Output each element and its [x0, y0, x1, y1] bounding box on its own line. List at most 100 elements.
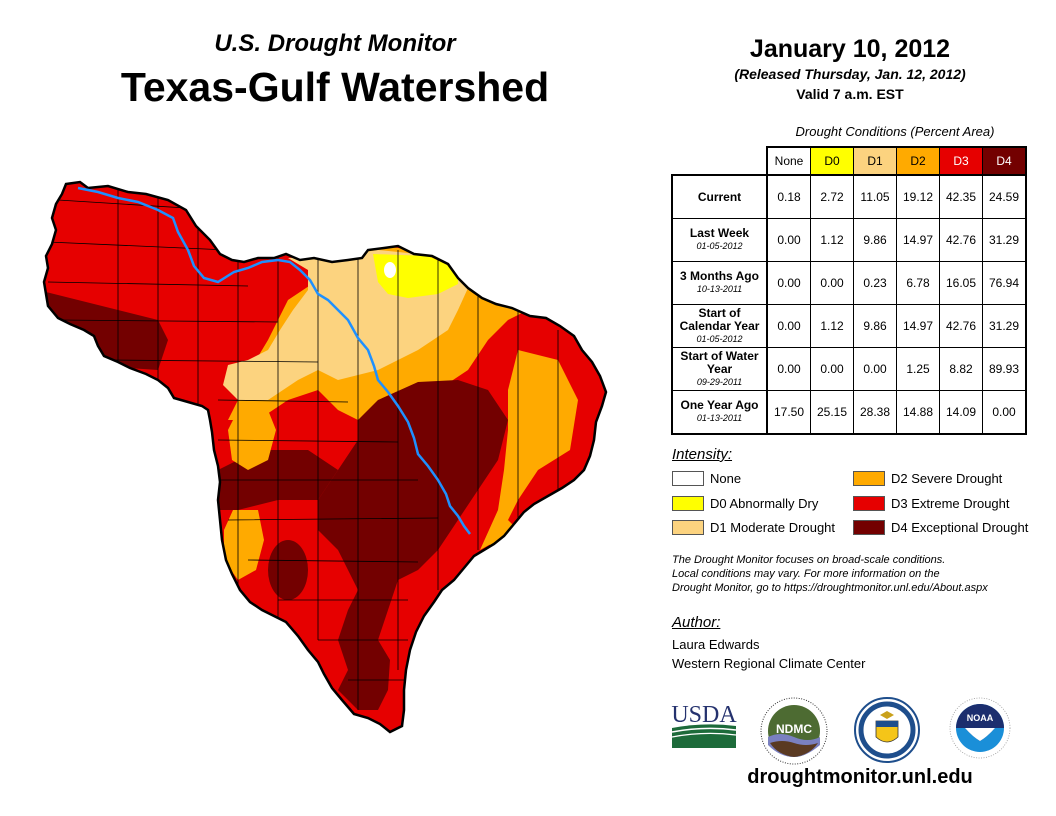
- legend-label: None: [710, 471, 742, 486]
- cell-d4: 24.59: [982, 174, 1027, 219]
- cell-d1: 0.00: [853, 347, 897, 391]
- legend-label: D1 Moderate Drought: [710, 520, 836, 535]
- cell-none: 0.00: [766, 304, 811, 348]
- disclaimer-line: The Drought Monitor focuses on broad-sca…: [672, 554, 946, 566]
- cell-d4: 31.29: [982, 218, 1027, 262]
- area-d4-central: [318, 380, 508, 710]
- date-valid: Valid 7 a.m. EST: [796, 86, 904, 102]
- row-date: 01-05-2012: [696, 241, 743, 251]
- table-row-current: Current 0.18 2.72 11.05 19.12 42.35 24.5…: [671, 174, 1027, 219]
- legend-label: D3 Extreme Drought: [891, 496, 1010, 511]
- table-row-start-calendar-year: Start of Calendar Year 01-05-2012 0.00 1.…: [671, 304, 1027, 348]
- cell-d4: 31.29: [982, 304, 1027, 348]
- cell-none: 0.00: [766, 261, 811, 305]
- cell-d3: 14.09: [939, 390, 983, 435]
- date-block: January 10, 2012 (Released Thursday, Jan…: [680, 34, 1020, 104]
- cell-d0: 0.00: [810, 347, 854, 391]
- cell-d1: 11.05: [853, 174, 897, 219]
- cell-d0: 1.12: [810, 218, 854, 262]
- area-d4-west: [44, 290, 168, 370]
- date-main: January 10, 2012: [749, 35, 951, 63]
- row-label-text: Start of Calendar Year: [679, 305, 760, 333]
- table-row-3-months-ago: 3 Months Ago 10-13-2011 0.00 0.00 0.23 6.…: [671, 261, 1027, 305]
- table-row-one-year-ago: One Year Ago 01-13-2011 17.50 25.15 28.38…: [671, 390, 1027, 435]
- row-label: Current: [671, 174, 768, 219]
- row-label-text: One Year Ago: [680, 398, 759, 412]
- row-date: 10-13-2011: [696, 284, 743, 294]
- table-header-row: None D0 D1 D2 D3 D4: [672, 146, 1027, 176]
- cell-d2: 14.97: [896, 218, 940, 262]
- author-title: Author:: [672, 614, 721, 631]
- river: [77, 186, 471, 535]
- cell-d2: 6.78: [896, 261, 940, 305]
- cell-d0: 2.72: [810, 174, 854, 219]
- header-d3: D3: [939, 146, 983, 176]
- cell-none: 0.00: [766, 347, 811, 391]
- area-d4-blob: [268, 540, 308, 600]
- cell-d1: 9.86: [853, 218, 897, 262]
- legend-item-d2: D2 Severe Drought: [853, 471, 1002, 486]
- usda-logo-text: USDA: [671, 702, 737, 728]
- area-none-patch: [384, 262, 396, 278]
- author-name: Laura Edwards: [672, 637, 760, 652]
- legend-label: D4 Exceptional Drought: [891, 520, 1029, 535]
- cell-d4: 76.94: [982, 261, 1027, 305]
- county-boundaries: [47, 182, 559, 710]
- legend-title: Intensity:: [672, 446, 733, 463]
- row-date: 01-13-2011: [696, 413, 743, 423]
- cell-d2: 1.25: [896, 347, 940, 391]
- legend-swatch-none: [672, 471, 704, 486]
- row-label: Start of Calendar Year 01-05-2012: [671, 304, 768, 348]
- legend-swatch-d0: [672, 496, 704, 511]
- cell-d1: 9.86: [853, 304, 897, 348]
- cell-d0: 25.15: [810, 390, 854, 435]
- row-label: 3 Months Ago 10-13-2011: [671, 261, 768, 305]
- legend-item-d1: D1 Moderate Drought: [672, 520, 835, 535]
- cell-d3: 42.76: [939, 304, 983, 348]
- cell-d2: 14.88: [896, 390, 940, 435]
- row-date: 01-05-2012: [696, 333, 743, 344]
- noaa-logo: NOAA: [949, 697, 1011, 759]
- table-row-last-week: Last Week 01-05-2012 0.00 1.12 9.86 14.97…: [671, 218, 1027, 262]
- row-label: Start of Water Year 09-29-2011: [671, 347, 768, 391]
- cell-d2: 19.12: [896, 174, 940, 219]
- drought-map: [42, 180, 608, 734]
- row-label: One Year Ago 01-13-2011: [671, 390, 768, 435]
- cell-d0: 0.00: [810, 261, 854, 305]
- row-label-text: Current: [697, 189, 742, 204]
- table-row-start-water-year: Start of Water Year 09-29-2011 0.00 0.00 …: [671, 347, 1027, 391]
- legend-swatch-d2: [853, 471, 885, 486]
- legend-item-d3: D3 Extreme Drought: [853, 496, 1010, 511]
- commerce-seal-logo: [854, 697, 920, 763]
- noaa-logo-text: NOAA: [967, 713, 994, 723]
- row-label: Last Week 01-05-2012: [671, 218, 768, 262]
- legend-swatch-d3: [853, 496, 885, 511]
- usda-logo: USDA: [671, 702, 737, 748]
- row-label-text: Start of Water Year: [680, 348, 759, 376]
- legend-swatch-d1: [672, 520, 704, 535]
- header-d1: D1: [853, 146, 897, 176]
- website-url[interactable]: droughtmonitor.unl.edu: [747, 766, 973, 788]
- ndmc-logo-text: NDMC: [776, 722, 812, 736]
- cell-none: 0.00: [766, 218, 811, 262]
- date-released: (Released Thursday, Jan. 12, 2012): [734, 66, 966, 82]
- cell-d4: 0.00: [982, 390, 1027, 435]
- legend-label: D0 Abnormally Dry: [710, 496, 819, 511]
- drought-areas: [44, 182, 606, 732]
- disclaimer-line: Local conditions may vary. For more info…: [672, 568, 940, 580]
- header-none: None: [766, 146, 811, 176]
- author-org: Western Regional Climate Center: [672, 656, 866, 671]
- cell-d3: 8.82: [939, 347, 983, 391]
- legend-item-none: None: [672, 471, 741, 486]
- map-subtitle: U.S. Drought Monitor: [214, 30, 456, 57]
- row-label-text: 3 Months Ago: [680, 269, 759, 283]
- cell-d3: 16.05: [939, 261, 983, 305]
- legend-swatch-d4: [853, 520, 885, 535]
- cell-none: 0.18: [766, 174, 811, 219]
- row-date: 09-29-2011: [696, 376, 743, 387]
- cell-none: 17.50: [766, 390, 811, 435]
- table-caption: Drought Conditions (Percent Area): [795, 124, 995, 139]
- ndmc-logo: NDMC: [760, 697, 828, 765]
- row-label-text: Last Week: [689, 226, 750, 240]
- drought-conditions-table: None D0 D1 D2 D3 D4 Current 0.18 2.72 11…: [671, 146, 1027, 435]
